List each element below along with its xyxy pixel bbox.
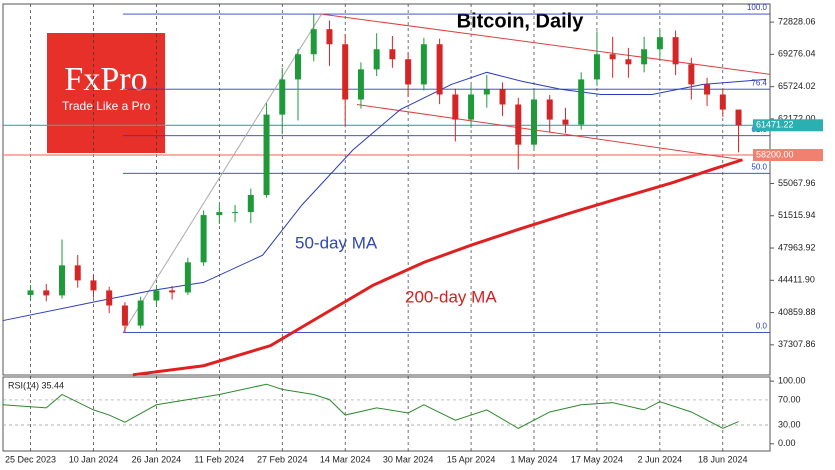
candle-body	[531, 99, 537, 145]
y-tick-label: 72828.06	[778, 16, 816, 26]
chart-title: Bitcoin, Daily	[457, 10, 585, 32]
x-tick-label: 1 May 2024	[510, 454, 557, 464]
candle-body	[436, 44, 443, 95]
rsi-line	[2, 383, 739, 429]
candle-body	[609, 54, 616, 60]
candle-body	[735, 109, 742, 126]
candle-body	[295, 54, 301, 80]
y-tick-label: 55067.96	[778, 178, 816, 188]
candle-body	[515, 104, 522, 145]
candle-body	[499, 89, 506, 105]
candle-body	[43, 290, 50, 296]
candle-body	[74, 265, 81, 281]
candle-body	[562, 119, 569, 125]
x-tick-label: 17 May 2024	[571, 454, 623, 464]
annotation: 200-day MA	[405, 287, 497, 306]
trendline	[122, 13, 323, 333]
price-label: 58200.00	[756, 149, 794, 159]
price-panel-frame	[2, 3, 771, 376]
candle-body	[59, 265, 65, 296]
y-tick-label: 65724.02	[778, 81, 816, 91]
candle-body	[184, 262, 191, 293]
y-tick-label: 47963.92	[778, 242, 816, 252]
candle-body	[326, 29, 333, 45]
fib-level-label: 50.0	[751, 162, 767, 171]
candle-body	[468, 94, 475, 120]
candle-body	[452, 94, 459, 120]
candle-body	[121, 305, 128, 326]
moving-average	[132, 158, 743, 377]
rsi-tick-label: 0.00	[778, 438, 796, 448]
x-tick-label: 11 Feb 2024	[194, 454, 244, 464]
candle-body	[90, 280, 97, 291]
candle-body	[357, 69, 364, 100]
moving-average	[2, 71, 767, 322]
candle-body	[688, 64, 695, 85]
candle-body	[169, 290, 176, 293]
rsi-panel-frame	[2, 376, 771, 452]
candle-body	[546, 99, 553, 120]
candle-body	[279, 79, 286, 115]
x-tick-label: 15 Apr 2024	[447, 454, 496, 464]
logo-brand: FxPro	[64, 61, 147, 98]
candle-body	[106, 290, 113, 306]
price-label-box	[753, 149, 823, 162]
candle-body	[483, 89, 490, 95]
fib-level-label: 100.0	[747, 3, 768, 12]
candle-body	[420, 44, 427, 85]
x-tick-label: 27 Feb 2024	[257, 454, 308, 464]
x-tick-label: 30 Mar 2024	[383, 454, 434, 464]
y-tick-label: 44411.90	[778, 275, 815, 285]
candle-body	[310, 29, 317, 55]
rsi-tick-label: 100.00	[778, 376, 806, 386]
candle-body	[704, 84, 711, 95]
candle-body	[405, 59, 412, 85]
rsi-tick-label: 70.00	[778, 394, 801, 404]
candle-body	[153, 290, 160, 301]
rsi-title: RSI(14) 35.44	[8, 380, 64, 390]
candle-body	[672, 37, 679, 65]
y-tick-label: 37307.86	[778, 339, 816, 349]
annotation: 50-day MA	[295, 233, 378, 252]
candle-body	[593, 54, 600, 80]
candle-body	[263, 114, 270, 195]
candle-body	[342, 44, 349, 100]
trendline	[321, 13, 771, 75]
logo-box	[47, 33, 165, 153]
x-tick-label: 25 Dec 2023	[5, 454, 56, 464]
x-tick-label: 18 Jun 2024	[698, 454, 748, 464]
candle-body	[373, 49, 380, 70]
x-tick-label: 2 Jun 2024	[638, 454, 683, 464]
price-label-box	[753, 119, 823, 132]
y-tick-label: 69276.04	[778, 49, 816, 59]
candle-body	[27, 290, 34, 295]
candle-body	[247, 194, 254, 213]
y-tick-label: 40859.88	[778, 307, 816, 317]
rsi-tick-label: 30.00	[778, 419, 801, 429]
y-tick-label: 62172.00	[778, 113, 816, 123]
price-label: 61471.22	[756, 120, 794, 130]
candle-body	[641, 49, 648, 65]
candle-body	[137, 300, 144, 326]
candle-body	[719, 94, 726, 110]
y-tick-label: 51515.94	[778, 210, 816, 220]
fib-level-label: 0.0	[756, 322, 768, 331]
candle-body	[232, 212, 239, 214]
logo-slogan: Trade Like a Pro	[62, 99, 151, 113]
candle-body	[200, 215, 207, 263]
x-tick-label: 14 Mar 2024	[320, 454, 371, 464]
candle-body	[578, 79, 585, 125]
candle-body	[216, 212, 223, 216]
candle-body	[625, 59, 632, 65]
x-tick-label: 26 Jan 2024	[132, 454, 182, 464]
x-tick-label: 10 Jan 2024	[69, 454, 119, 464]
fib-level-label: 76.4	[751, 78, 767, 87]
candle-body	[656, 37, 663, 50]
candle-body	[389, 49, 396, 60]
